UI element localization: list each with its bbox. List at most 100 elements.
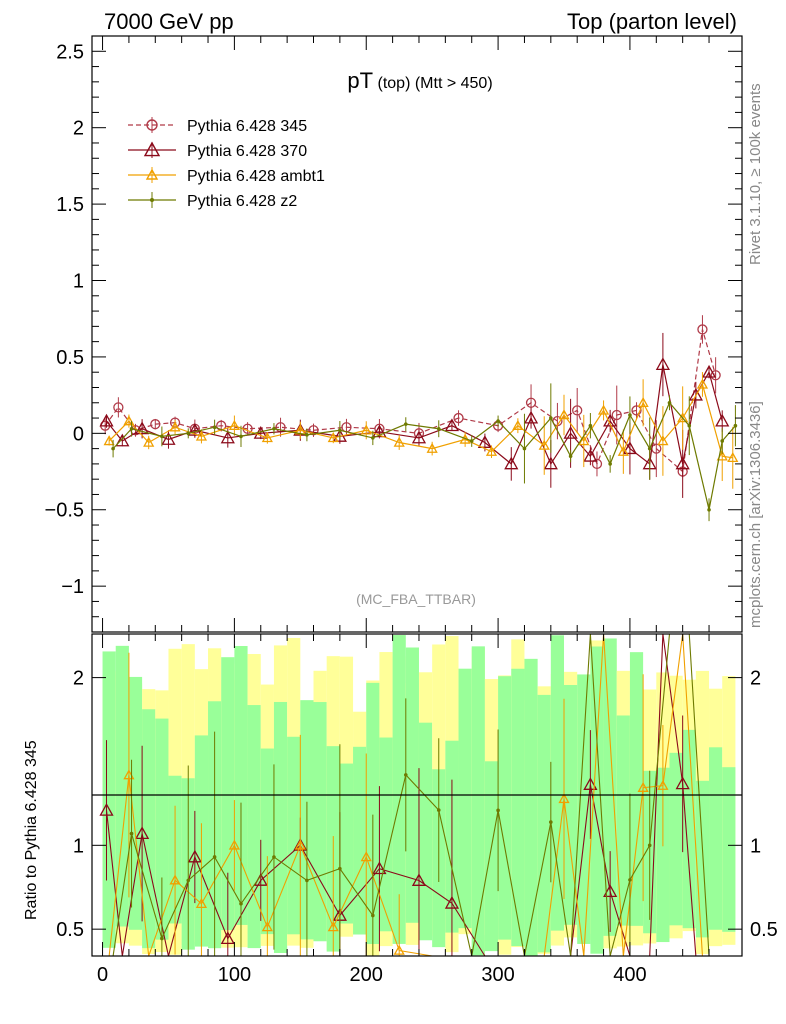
data-point [161,432,176,445]
data-point [212,425,217,430]
ratio-uncertainty-bands [102,635,736,956]
data-point [220,430,235,444]
data-point [111,446,115,451]
data-point [688,387,703,401]
ratio-point [549,820,553,824]
plot-title-sub: (top) (Mtt > 450) [373,75,493,92]
ratio-point [186,878,191,883]
xtick-label: 400 [613,964,646,986]
data-point [558,409,570,420]
data-point [543,456,558,470]
data-point [496,419,500,423]
main-frame [91,35,743,633]
ratio-point [99,802,114,816]
header-right: Top (parton level) [567,9,737,34]
data-point [677,412,689,423]
data-point [637,396,649,408]
ratio-point [129,831,134,836]
data-point [327,432,339,443]
ratio-band-green [590,646,604,954]
data-point [239,434,243,439]
data-point [710,370,721,381]
side-label-rivet: Rivet 3.1.10, ≥ 100k events [747,83,764,265]
ratio-band-green [115,645,129,927]
ratio-point [272,855,276,859]
data-point [523,410,539,424]
data-point [477,435,493,448]
data-point [538,439,550,450]
ratio-band-green [709,747,723,930]
ratio-point [558,793,570,804]
legend-label: Pythia 6.428 370 [187,143,307,160]
main-ytick-label: 1 [73,271,84,293]
data-point [160,434,164,439]
ratio-band-green [471,646,485,956]
ratio-frame [91,633,743,957]
legend-marker [145,168,159,180]
ratio-point [603,884,618,898]
ratio-point [187,849,202,863]
ratio-point [637,781,649,792]
ratio-band-green [155,718,169,940]
ratio-point [403,773,408,777]
data-point [453,412,464,424]
legend: Pythia 6.428 345 Pythia 6.428 370 Pythia 6… [128,117,325,210]
legend-marker [143,141,161,157]
ratio-band-green [313,702,327,942]
ratio-band-green [418,722,433,941]
ratio-band-green [379,737,393,932]
ratio-band-green [722,767,736,932]
ratio-band-green [656,767,670,943]
ratio-line [112,633,736,957]
data-point [563,425,578,439]
data-point [727,451,739,463]
ratio-point [212,855,217,859]
data-point [628,413,632,417]
legend-label: Pythia 6.428 345 [187,118,307,135]
ratio-band-green [669,752,683,926]
data-point [657,435,669,446]
ratio-band-green [458,668,472,929]
data-point [525,397,537,408]
ratio-band-green [366,682,380,945]
ratio-band-green [234,646,248,925]
data-point [411,430,427,444]
ratio-point [444,895,460,909]
data-point [469,439,474,443]
ratio-band-green [273,701,288,953]
data-point [617,445,629,456]
data-point [583,448,598,462]
legend-label: Pythia 6.428 ambt1 [187,168,325,185]
data-point [436,426,441,431]
ratio-ytick-label-right: 1 [750,835,761,857]
ratio-ylabel: Ratio to Pythia 6.428 345 [23,740,40,920]
data-point [372,424,387,438]
data-point [655,357,670,371]
ratio-ytick-label: 1 [73,835,84,857]
data-point [129,426,134,431]
ratio-ytick-label-right: 0.5 [750,919,778,941]
main-ytick-label: 2.5 [56,41,84,63]
main-ytick-label: 2 [73,118,84,140]
ratio-ytick-label: 2 [73,668,84,690]
legend-marker [150,198,154,202]
ratio-point [338,866,342,871]
data-point [103,435,115,446]
ratio-band-green [524,658,538,956]
ratio-band-green [511,668,525,947]
ratio-point [220,931,235,945]
main-ytick-label: 1.5 [56,194,84,216]
main-ytick-label: 0 [73,423,84,445]
data-point [99,413,114,427]
data-point [186,431,191,436]
ratio-point [393,944,405,955]
ratio-band-green [616,715,630,926]
data-point [150,419,161,430]
ratio-band-green [498,676,512,940]
ratio-band-green [287,736,301,935]
ratio-band-green [629,652,644,926]
data-point [187,422,202,436]
xtick-label: 200 [350,964,383,986]
ratio-point [239,901,243,906]
data-point [622,441,638,455]
